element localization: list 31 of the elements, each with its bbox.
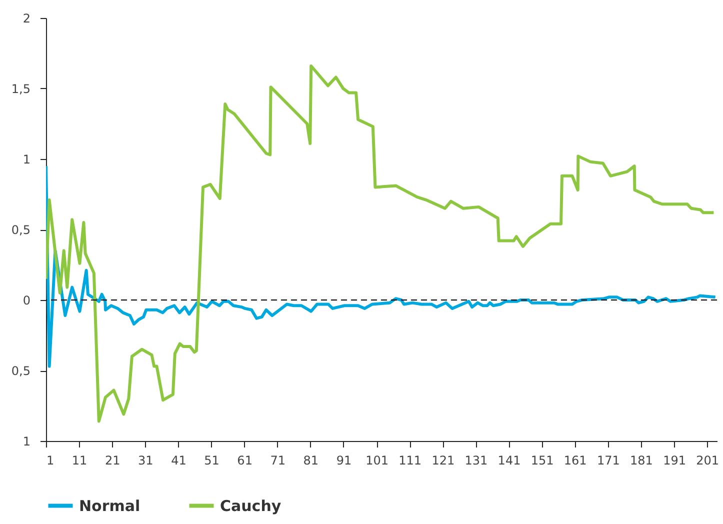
x-tick-label: 51 <box>204 454 220 468</box>
y-tick-label: 0 <box>22 294 30 308</box>
x-tick-label: 201 <box>696 454 720 468</box>
x-tick-label: 191 <box>663 454 686 468</box>
x-tick-label: 81 <box>303 454 319 468</box>
x-tick-label: 141 <box>498 454 521 468</box>
x-tick-label: 171 <box>596 454 620 468</box>
legend-label: Normal <box>79 496 140 515</box>
x-tick-label: 31 <box>138 454 154 468</box>
x-tick-label: 1 <box>46 454 54 468</box>
x-tick-label: 21 <box>104 454 120 468</box>
x-tick-label: 101 <box>366 454 388 468</box>
y-tick-label: 1 <box>22 434 30 448</box>
y-tick-label: 0,5 <box>11 364 30 378</box>
x-tick-label: 181 <box>630 454 653 468</box>
legend-label: Cauchy <box>220 496 282 515</box>
y-tick-label: 1 <box>22 152 30 166</box>
x-tick-label: 11 <box>72 454 88 468</box>
y-tick-label: 0,5 <box>11 223 30 237</box>
x-tick-label: 71 <box>270 454 286 468</box>
x-tick-label: 91 <box>336 454 352 468</box>
x-tick-label: 161 <box>564 454 587 468</box>
y-tick-label: 2 <box>22 12 30 26</box>
x-tick-label: 61 <box>237 454 252 468</box>
x-tick-label: 131 <box>464 454 488 468</box>
x-tick-label: 151 <box>530 454 554 468</box>
x-tick-label: 111 <box>398 454 422 468</box>
y-tick-label: 1,5 <box>11 82 30 96</box>
line-series <box>46 64 716 423</box>
x-tick-label: 41 <box>171 454 186 468</box>
x-tick-label: 121 <box>432 454 455 468</box>
